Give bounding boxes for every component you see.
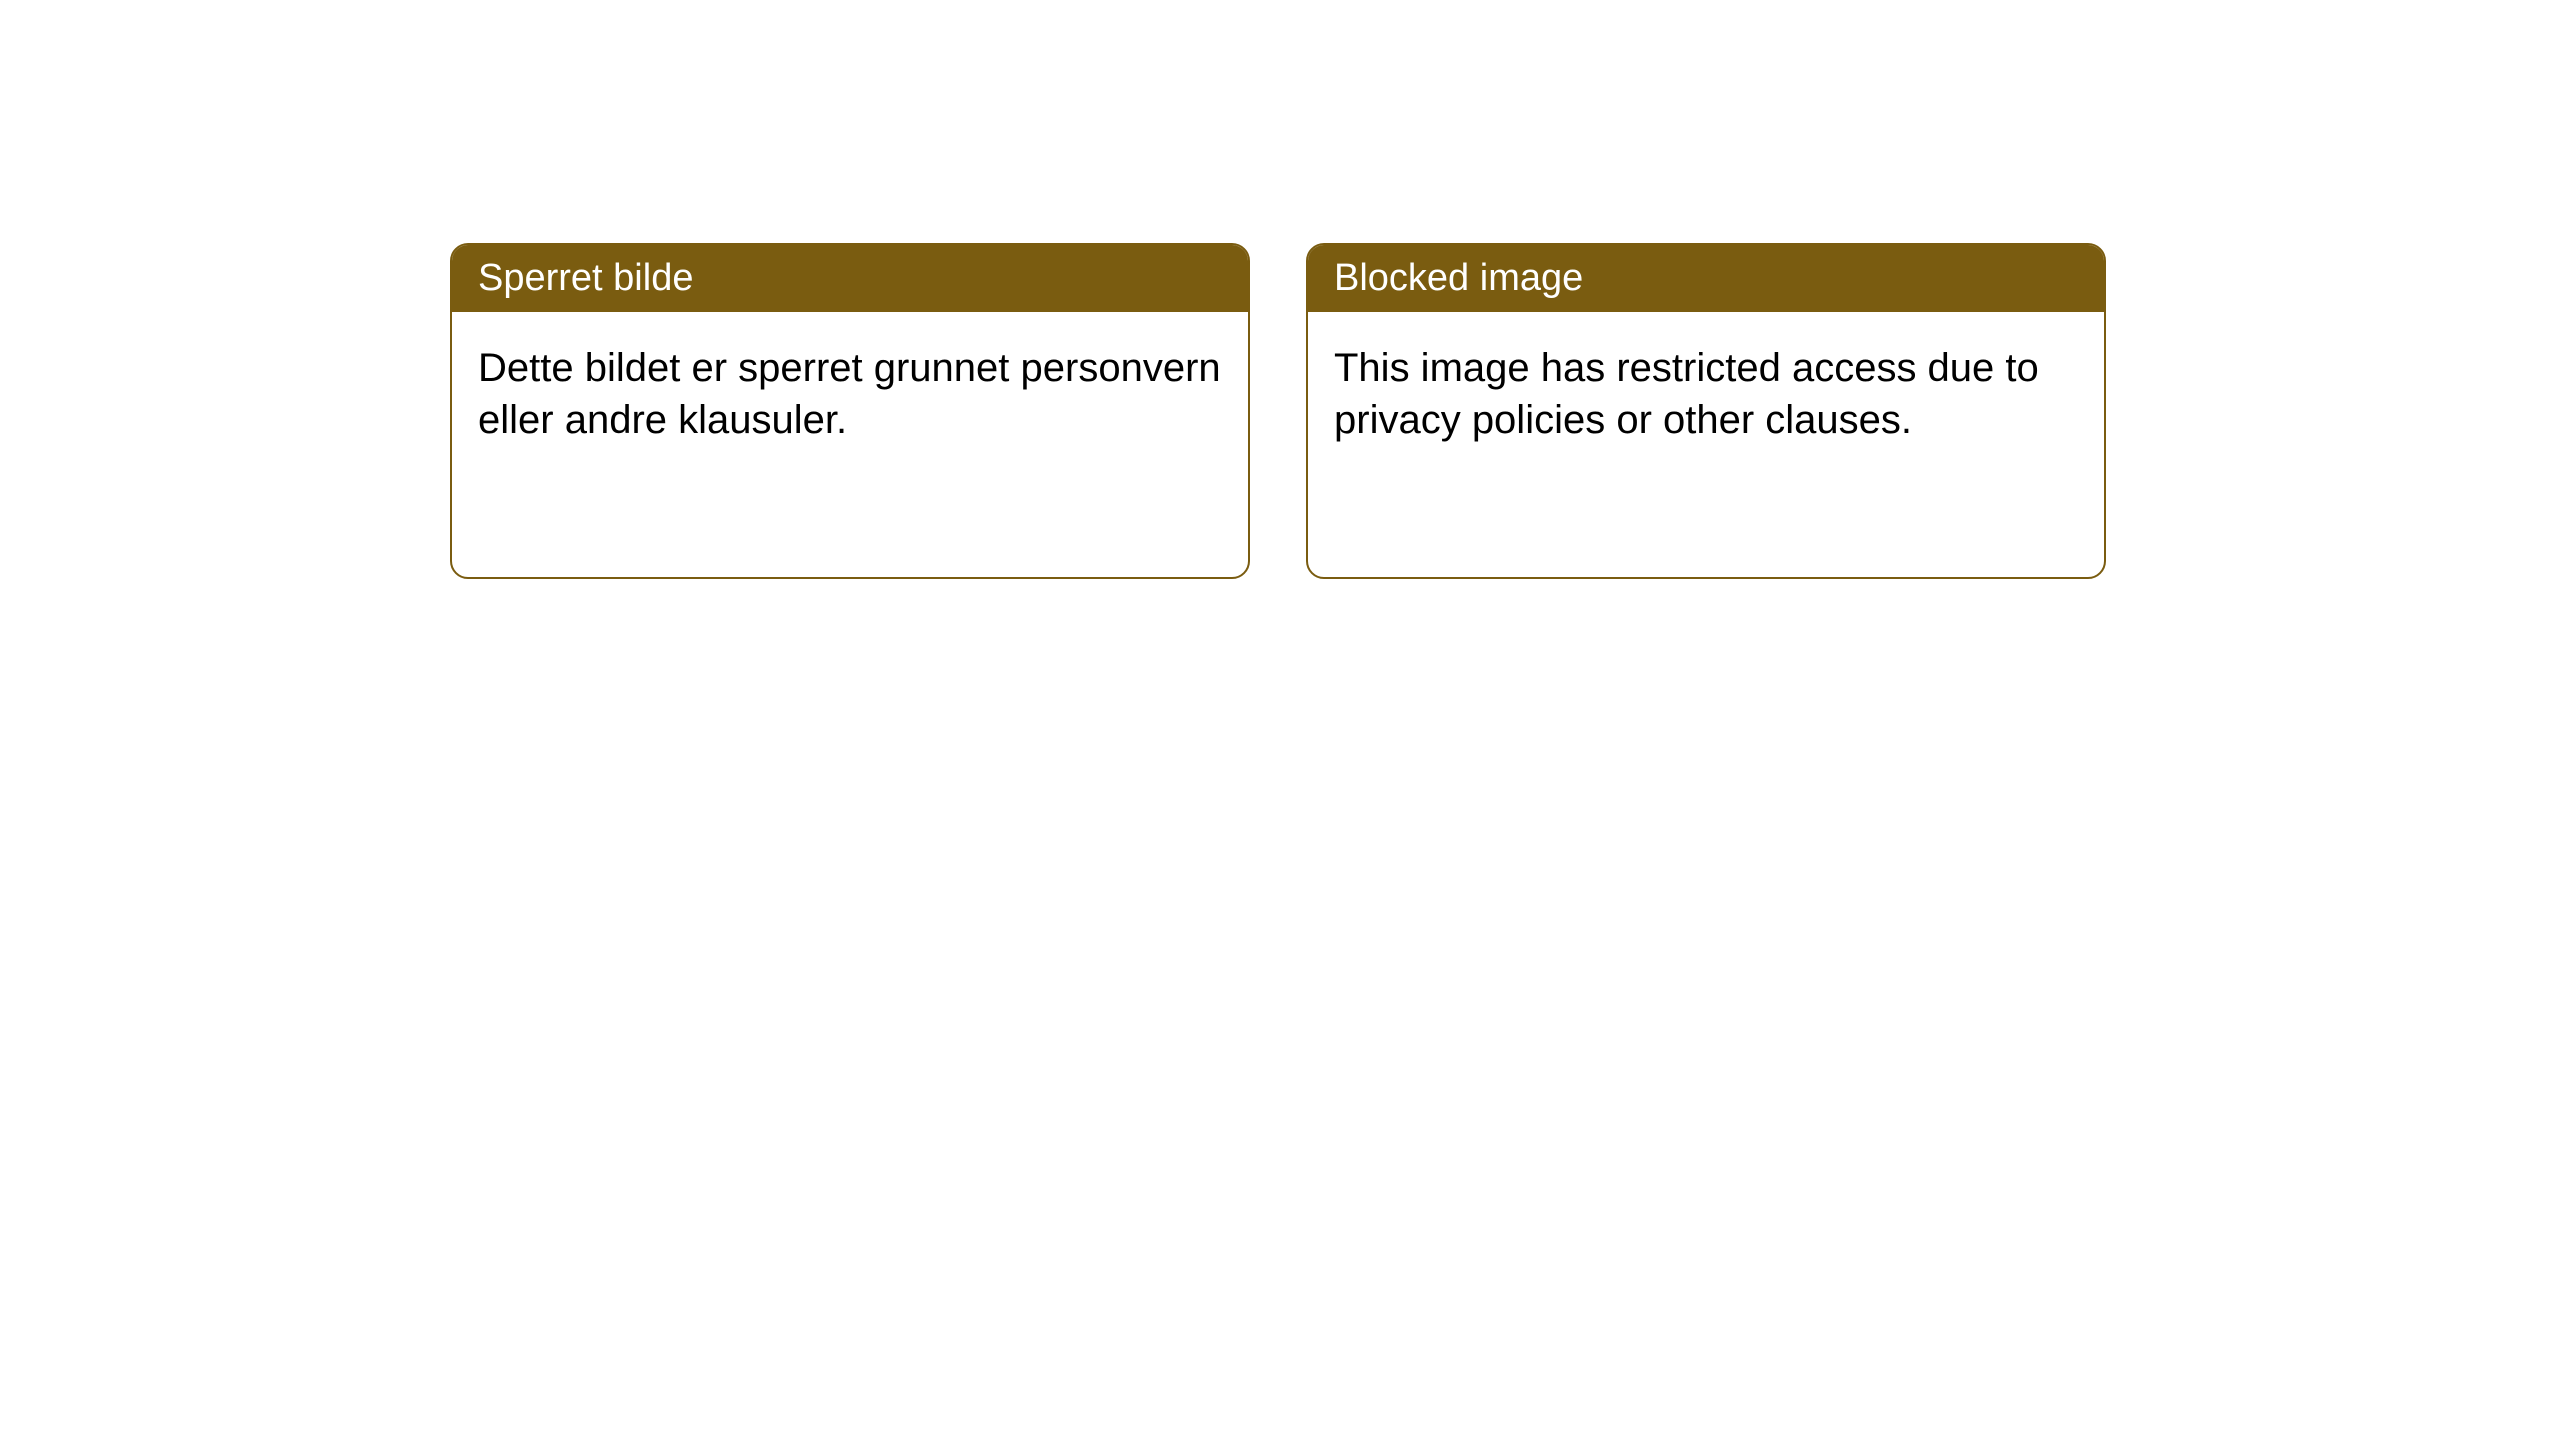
notice-card-english: Blocked image This image has restricted … bbox=[1306, 243, 2106, 579]
notice-body: Dette bildet er sperret grunnet personve… bbox=[452, 312, 1248, 476]
notice-container: Sperret bilde Dette bildet er sperret gr… bbox=[0, 0, 2560, 579]
notice-card-norwegian: Sperret bilde Dette bildet er sperret gr… bbox=[450, 243, 1250, 579]
notice-body: This image has restricted access due to … bbox=[1308, 312, 2104, 476]
notice-header: Sperret bilde bbox=[452, 245, 1248, 312]
notice-header: Blocked image bbox=[1308, 245, 2104, 312]
